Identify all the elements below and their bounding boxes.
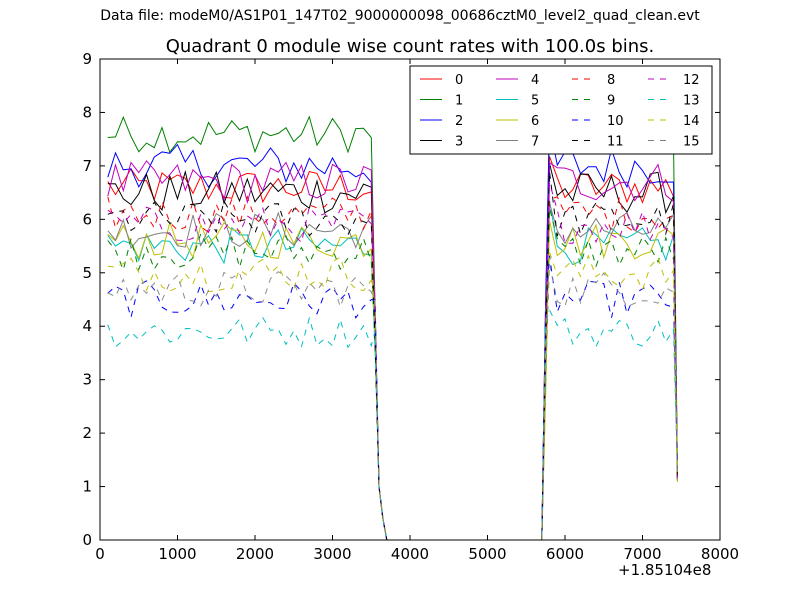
series-line-5 [107,200,678,540]
series-line-15 [107,264,678,540]
x-tick-label: 3000 [313,545,351,563]
x-tick-label: 2000 [236,545,274,563]
y-tick-label: 0 [82,531,92,549]
series-line-8 [107,195,678,540]
legend-label-3: 3 [455,135,463,150]
legend-label-0: 0 [455,73,463,88]
series-line-10 [107,255,678,540]
legend-label-5: 5 [531,94,539,109]
y-tick-label: 7 [82,157,92,175]
legend-box [409,65,713,155]
series-line-1 [107,108,678,540]
legend-label-10: 10 [607,114,624,129]
series-line-7 [107,202,678,540]
legend-label-12: 12 [683,73,700,88]
legend-label-1: 1 [455,94,463,109]
series-line-3 [107,163,678,540]
y-tick-label: 8 [82,103,92,121]
legend-label-6: 6 [531,114,539,129]
series-line-9 [107,207,678,540]
x-offset-label: +1.85104e8 [618,561,712,579]
x-tick-label: 6000 [546,545,584,563]
series-line-14 [107,251,678,540]
y-tick-label: 9 [82,50,92,68]
legend-label-8: 8 [607,73,615,88]
y-tick-label: 4 [82,317,92,335]
x-tick-label: 4000 [391,545,429,563]
x-tick-label: 1000 [158,545,196,563]
y-tick-label: 2 [82,424,92,442]
y-tick-label: 6 [82,210,92,228]
chart-title: Quadrant 0 module wise count rates with … [165,36,655,57]
x-tick-label: 0 [95,545,105,563]
x-tick-label: 7000 [623,545,661,563]
legend-label-14: 14 [683,114,700,129]
series-line-6 [107,220,678,540]
series-line-4 [107,160,678,540]
x-tick-label: 8000 [701,545,739,563]
legend-label-11: 11 [607,135,624,150]
series-line-2 [107,125,678,540]
legend-label-15: 15 [683,135,700,150]
x-tick-label: 5000 [468,545,506,563]
figure-suptitle: Data file: modeM0/AS1P01_147T02_90000000… [100,8,700,24]
legend-label-9: 9 [607,94,615,109]
series-line-0 [107,156,678,540]
series-line-13 [107,308,678,540]
y-tick-label: 3 [82,371,92,389]
y-tick-label: 1 [82,478,92,496]
series-line-11 [107,171,678,540]
series-line-12 [107,182,678,540]
legend-label-2: 2 [455,114,463,129]
legend-label-4: 4 [531,73,539,88]
y-tick-label: 5 [82,264,92,282]
legend-label-7: 7 [531,135,539,150]
legend-label-13: 13 [683,94,700,109]
